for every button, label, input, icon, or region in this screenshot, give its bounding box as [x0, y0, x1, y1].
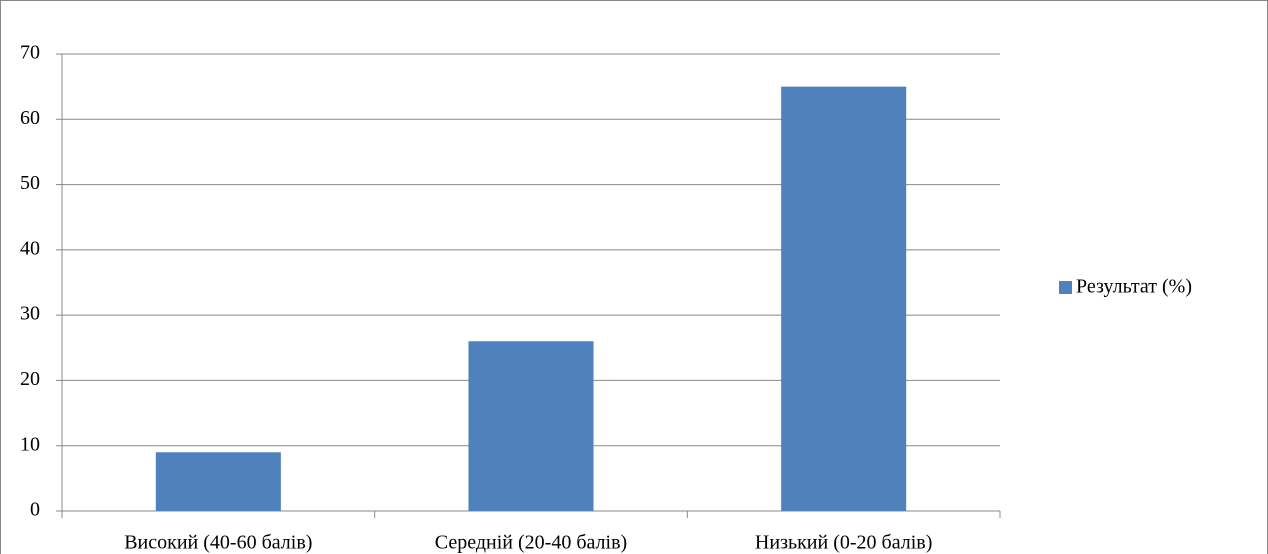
x-tick-label: Низький (0-20 балів) — [755, 532, 932, 554]
y-tick-label: 50 — [20, 172, 40, 194]
y-tick-label: 20 — [20, 368, 40, 390]
y-tick-label: 0 — [30, 499, 40, 521]
legend-swatch — [1059, 281, 1072, 294]
x-tick-label: Середній (20-40 балів) — [435, 532, 627, 554]
y-tick-label: 30 — [20, 303, 40, 325]
bar — [468, 341, 594, 511]
y-tick-label: 70 — [20, 42, 40, 64]
bar — [155, 452, 281, 511]
y-tick-label: 60 — [20, 107, 40, 129]
bar — [781, 86, 907, 512]
x-tick-label: Високий (40-60 балів) — [124, 532, 312, 554]
y-tick-label: 40 — [20, 237, 40, 259]
y-tick-label: 10 — [20, 433, 40, 455]
legend-label: Результат (%) — [1076, 276, 1192, 298]
